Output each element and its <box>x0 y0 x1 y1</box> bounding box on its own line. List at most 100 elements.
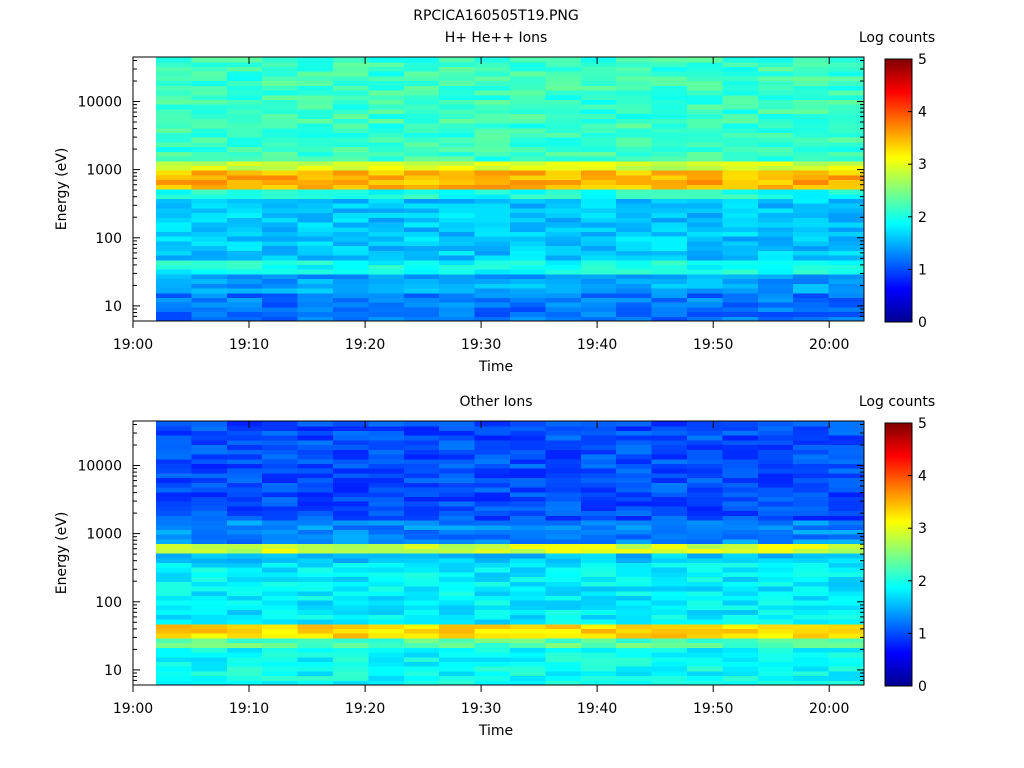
heatmap-cell <box>156 255 192 261</box>
heatmap-cell <box>510 80 546 86</box>
heatmap-cell <box>793 600 830 606</box>
heatmap-cell <box>651 628 688 634</box>
heatmap-cell <box>474 311 511 317</box>
heatmap-cell <box>722 590 759 597</box>
heatmap-cell <box>333 156 369 162</box>
heatmap-cell <box>828 529 865 535</box>
heatmap-cell <box>545 628 582 634</box>
heatmap-cell <box>510 623 546 630</box>
heatmap-cell <box>474 491 511 498</box>
heatmap-cell <box>510 118 546 124</box>
heatmap-cell <box>474 99 511 105</box>
colorbar-tick-label: 0 <box>918 679 927 695</box>
heatmap-cell <box>510 604 546 611</box>
heatmap-cell <box>297 586 334 592</box>
heatmap-cell <box>333 642 369 648</box>
heatmap-cell <box>545 510 582 516</box>
heatmap-cell <box>439 567 476 573</box>
heatmap-cell <box>722 61 759 68</box>
heatmap-cell <box>262 515 299 521</box>
heatmap-cell <box>474 113 511 119</box>
heatmap-cell <box>262 90 299 96</box>
heatmap-cell <box>757 449 794 455</box>
heatmap-cell <box>191 487 228 493</box>
heatmap-cell <box>297 534 334 540</box>
heatmap-cell <box>226 71 263 77</box>
heatmap-cell <box>226 222 263 228</box>
heatmap-cell <box>651 524 688 531</box>
heatmap-cell <box>616 71 653 77</box>
heatmap-cell <box>474 302 511 308</box>
heatmap-cell <box>191 444 228 450</box>
heatmap-cell <box>297 66 334 72</box>
heatmap-cell <box>510 236 546 242</box>
heatmap-cell <box>156 283 192 289</box>
heatmap-cell <box>828 444 865 450</box>
heatmap-cell <box>333 236 369 242</box>
heatmap-cell <box>793 61 830 68</box>
heatmap-cell <box>368 439 405 446</box>
heatmap-cell <box>474 222 511 228</box>
heatmap-cell <box>262 316 299 322</box>
heatmap-cell <box>297 652 334 658</box>
heatmap-cell <box>616 212 653 218</box>
heatmap-cell <box>403 675 440 681</box>
heatmap-cell <box>191 174 228 181</box>
heatmap-cell <box>333 174 369 181</box>
heatmap-cell <box>510 501 546 507</box>
heatmap-cell <box>510 57 546 63</box>
heatmap-cell <box>757 472 794 479</box>
heatmap-cell <box>828 524 865 531</box>
heatmap-cell <box>580 619 617 625</box>
heatmap-cell <box>333 496 369 502</box>
heatmap-cell <box>757 179 794 185</box>
heatmap-cell <box>368 637 405 644</box>
heatmap-cell <box>616 637 653 644</box>
heatmap-cell <box>368 278 405 284</box>
heatmap-cell <box>510 543 546 549</box>
heatmap-cell <box>793 567 830 573</box>
heatmap-cell <box>226 567 263 573</box>
heatmap-cell <box>333 94 369 101</box>
heatmap-cell <box>510 633 546 639</box>
heatmap-cell <box>297 548 334 554</box>
heatmap-cell <box>793 250 830 256</box>
heatmap-cell <box>687 487 723 493</box>
heatmap-cell <box>156 288 192 294</box>
heatmap-cell <box>828 661 865 667</box>
heatmap-cell <box>616 226 653 233</box>
heatmap-cell <box>474 548 511 554</box>
heatmap-cell <box>403 491 440 498</box>
heatmap-cell <box>545 454 582 460</box>
heatmap-cell <box>156 71 192 77</box>
heatmap-cell <box>191 595 228 601</box>
heatmap-cell <box>262 468 299 474</box>
heatmap-cell <box>722 160 759 167</box>
heatmap-cell <box>687 463 723 469</box>
heatmap-cell <box>297 283 334 289</box>
heatmap-cell <box>226 255 263 261</box>
heatmap-cell <box>580 160 617 167</box>
heatmap-cell <box>580 529 617 535</box>
heatmap-cell <box>226 421 263 427</box>
heatmap-cell <box>616 207 653 214</box>
heatmap-cell <box>226 269 263 275</box>
heatmap-cell <box>651 435 688 441</box>
heatmap-cell <box>333 316 369 322</box>
heatmap-cell <box>828 259 865 266</box>
heatmap-cell <box>262 231 299 237</box>
heatmap-cell <box>616 264 653 270</box>
heatmap-cell <box>828 288 865 294</box>
heatmap-cell <box>191 132 228 138</box>
heatmap-cell <box>757 534 794 540</box>
heatmap-cell <box>474 562 511 568</box>
heatmap-cell <box>722 113 759 119</box>
heatmap-cell <box>403 90 440 96</box>
heatmap-cell <box>156 264 192 270</box>
heatmap-cell <box>368 226 405 233</box>
heatmap-cell <box>191 463 228 469</box>
heatmap-cell <box>191 57 228 63</box>
heatmap-cell <box>545 66 582 72</box>
heatmap-cell <box>722 132 759 138</box>
heatmap-cell <box>651 439 688 446</box>
